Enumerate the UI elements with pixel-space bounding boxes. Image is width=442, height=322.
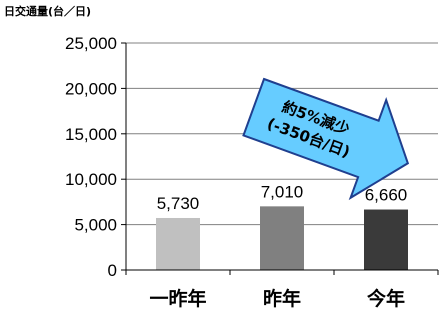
x-tick-label: 今年: [366, 287, 405, 310]
y-tick-label: 5,000: [74, 216, 117, 235]
data-label: 7,010: [261, 182, 304, 201]
y-tick-label: 25,000: [65, 34, 117, 53]
y-tick-label: 10,000: [65, 170, 117, 189]
y-tick-label: 15,000: [65, 125, 117, 144]
data-label: 5,730: [157, 194, 200, 213]
y-tick-labels: 0 5,000 10,000 15,000 20,000 25,000: [65, 34, 126, 280]
bar: [364, 209, 408, 270]
data-labels: 5,730 7,010 6,660: [157, 182, 408, 213]
y-axis-label: 日交通量(台／日): [4, 4, 91, 18]
data-label: 6,660: [365, 186, 408, 205]
bar: [260, 206, 304, 270]
bar: [156, 217, 200, 270]
y-tick-label: 0: [108, 261, 117, 280]
x-tick-label: 一昨年: [149, 287, 206, 310]
y-tick-label: 20,000: [65, 79, 117, 98]
x-tick-labels: 一昨年 昨年 今年: [125, 270, 439, 310]
x-tick-label: 昨年: [263, 287, 301, 310]
arrow-shape: [242, 77, 410, 201]
bars: [156, 206, 408, 270]
